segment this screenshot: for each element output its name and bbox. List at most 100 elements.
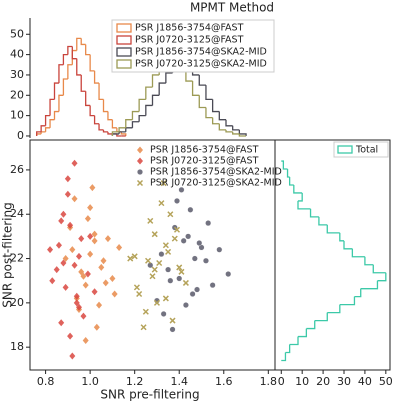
scatter-point bbox=[82, 337, 89, 345]
scatter-point bbox=[67, 221, 74, 229]
y-tick-label: 20 bbox=[10, 296, 24, 309]
histogram-bin bbox=[131, 121, 140, 128]
scatter-point bbox=[142, 308, 149, 315]
legend-marker bbox=[137, 157, 143, 165]
scatter-point bbox=[78, 235, 85, 243]
histogram-bin bbox=[98, 123, 104, 131]
scatter-point bbox=[178, 186, 185, 193]
scatter-point bbox=[93, 323, 100, 331]
scatter-point bbox=[80, 272, 87, 280]
histogram-bin bbox=[326, 224, 340, 234]
histogram-bin bbox=[339, 296, 356, 306]
scatter-point bbox=[185, 233, 192, 240]
y-tick-label: 22 bbox=[10, 252, 24, 265]
histogram-bin bbox=[351, 248, 365, 258]
histogram-bin bbox=[151, 74, 160, 88]
scatter-point bbox=[160, 180, 167, 187]
scatter-point bbox=[71, 261, 78, 269]
scatter-point bbox=[55, 241, 62, 249]
scatter-point bbox=[91, 230, 98, 238]
legend-label: PSR J1856-3754@SKA2-MID bbox=[135, 47, 267, 58]
scatter-point bbox=[58, 319, 65, 327]
histogram-bin bbox=[85, 91, 91, 107]
scatter-point bbox=[169, 326, 176, 333]
x-tick-label: 10 bbox=[295, 375, 309, 388]
histogram-bin bbox=[107, 131, 113, 135]
histogram-bin bbox=[138, 98, 146, 112]
scatter-point bbox=[91, 288, 98, 296]
legend-label: PSR J0720-3125@SKA2-MID bbox=[135, 59, 267, 70]
histogram-bin bbox=[116, 133, 122, 137]
histogram-bin bbox=[158, 82, 166, 96]
scatter-point bbox=[140, 324, 147, 331]
scatter-point bbox=[98, 263, 105, 271]
scatter-point bbox=[84, 215, 91, 223]
histogram-bin bbox=[309, 208, 319, 218]
scatter-point bbox=[76, 252, 82, 260]
scatter-point bbox=[169, 317, 176, 324]
scatter-point bbox=[60, 259, 67, 267]
histogram-bin bbox=[80, 38, 86, 46]
scatter-point bbox=[58, 217, 65, 225]
scatter-point bbox=[71, 159, 78, 167]
histogram-bin bbox=[298, 328, 308, 338]
scatter-point bbox=[100, 257, 107, 265]
histogram-bin bbox=[281, 160, 288, 170]
histogram-bin bbox=[111, 119, 117, 129]
x-axis-label: SNR pre-filtering bbox=[100, 388, 199, 402]
histogram-bin bbox=[285, 344, 291, 354]
scatter-point bbox=[182, 302, 189, 309]
scatter-point bbox=[133, 284, 140, 291]
y-tick-label: 20 bbox=[10, 88, 24, 101]
scatter-point bbox=[189, 290, 196, 297]
x-tick-label: 1.2 bbox=[126, 375, 144, 388]
histogram-bin bbox=[49, 119, 55, 128]
histogram-bin bbox=[151, 94, 160, 106]
scatter-point bbox=[49, 277, 56, 285]
y-tick-label: 10 bbox=[10, 109, 24, 122]
scatter-point bbox=[91, 237, 98, 245]
y-tick-label: 26 bbox=[10, 163, 24, 176]
scatter-point bbox=[64, 175, 71, 183]
histogram-bin bbox=[40, 131, 46, 134]
scatter-point bbox=[178, 268, 185, 275]
scatter-point bbox=[225, 271, 232, 278]
y-axis-label: SNR post-filtering bbox=[1, 202, 15, 307]
scatter-point bbox=[145, 257, 152, 264]
x-tick-label: 1.0 bbox=[81, 375, 99, 388]
histogram-bin bbox=[306, 320, 316, 330]
scatter-point bbox=[116, 243, 123, 251]
scatter-point bbox=[176, 275, 183, 282]
scatter-point bbox=[180, 237, 187, 244]
histogram-bin bbox=[318, 216, 328, 226]
legend-box bbox=[111, 19, 275, 73]
scatter-point bbox=[102, 279, 109, 287]
legend-marker bbox=[137, 146, 143, 154]
scatter-point bbox=[202, 257, 209, 264]
scatter-point bbox=[156, 259, 163, 267]
histogram-bin bbox=[71, 46, 77, 60]
histogram-bin bbox=[205, 107, 213, 119]
histogram-bin bbox=[225, 119, 233, 127]
histogram-bin bbox=[58, 64, 64, 84]
histogram-bin bbox=[293, 184, 303, 194]
legend-label: PSR J1856-3754@FAST bbox=[150, 145, 259, 156]
histogram-bin bbox=[377, 272, 387, 282]
scatter-point bbox=[71, 195, 78, 203]
x-tick-label: 40 bbox=[358, 375, 372, 388]
scatter-point bbox=[104, 235, 111, 243]
histogram-bin bbox=[289, 336, 299, 346]
histogram-bin bbox=[198, 74, 206, 86]
histogram-bin bbox=[327, 304, 341, 314]
histogram-bin bbox=[44, 127, 51, 132]
scatter-point bbox=[87, 204, 94, 212]
scatter-point bbox=[64, 190, 71, 198]
scatter-point bbox=[176, 264, 183, 271]
histogram-bin bbox=[314, 312, 328, 322]
scatter-point bbox=[69, 246, 76, 254]
scatter-point bbox=[171, 235, 178, 242]
histogram-bin bbox=[76, 37, 82, 51]
histogram-bin bbox=[111, 131, 120, 136]
scatter-point bbox=[165, 248, 172, 255]
scatter-point bbox=[89, 184, 96, 192]
